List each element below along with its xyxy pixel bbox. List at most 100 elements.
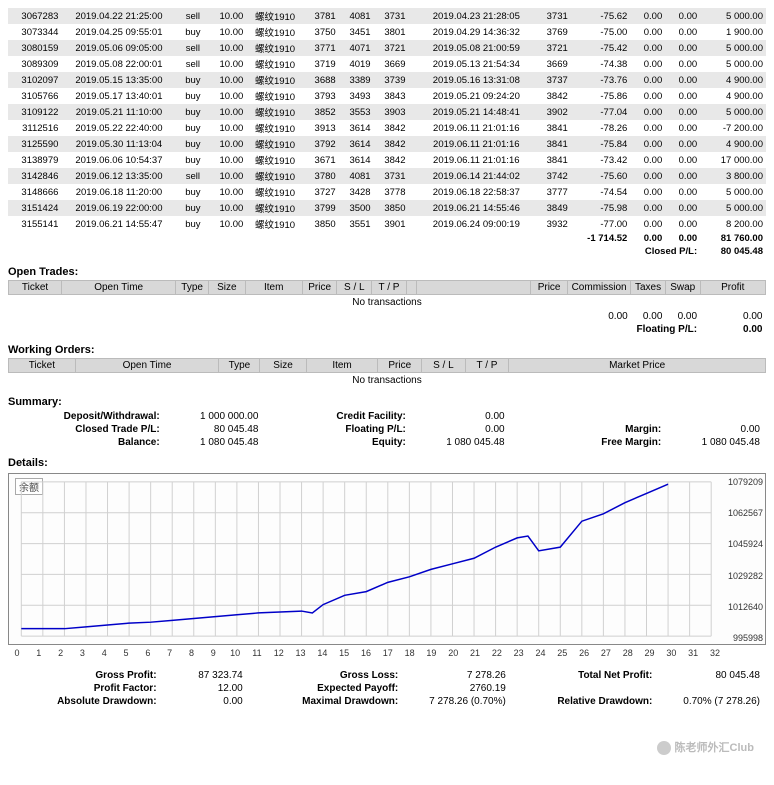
open-trades-title: Open Trades: (8, 266, 766, 278)
working-orders-no-trans: No transactions (9, 373, 766, 389)
column-header (406, 281, 416, 295)
chart-xtick: 29 (645, 648, 655, 658)
column-header (416, 281, 530, 295)
open-trades-no-trans: No transactions (9, 295, 766, 311)
column-header: Item (245, 281, 302, 295)
chart-xtick: 6 (145, 648, 150, 658)
table-row: 31057662019.05.17 13:40:01buy10.00螺纹1910… (8, 88, 766, 104)
chart-xtick: 11 (252, 648, 261, 658)
table-row: 31125162019.05.22 22:40:00buy10.00螺纹1910… (8, 120, 766, 136)
column-header: Taxes (631, 281, 666, 295)
column-header: Swap (665, 281, 700, 295)
watermark: 陈老师外汇Club (657, 739, 754, 755)
column-header: Ticket (9, 281, 62, 295)
column-header: S / L (337, 281, 372, 295)
chart-xtick: 25 (557, 648, 567, 658)
chart-xtick: 15 (339, 648, 349, 658)
column-header: Type (219, 359, 260, 373)
column-header: Open Time (75, 359, 219, 373)
column-header: T / P (465, 359, 509, 373)
stats-row: Absolute Drawdown:0.00Maximal Drawdown:7… (8, 695, 766, 708)
working-orders-table: TicketOpen TimeTypeSizeItemPriceS / LT /… (8, 358, 766, 388)
open-trades-float-row: 0.00 0.00 0.00 0.00 (9, 310, 766, 323)
table-row: 30893092019.05.08 22:00:01sell10.00螺纹191… (8, 56, 766, 72)
floating-pl-row: Floating P/L: 0.00 (9, 323, 766, 336)
chart-ytick: 995998 (733, 633, 763, 643)
chart-xtick: 28 (623, 648, 633, 658)
table-row: 31551412019.06.21 14:55:47buy10.00螺纹1910… (8, 216, 766, 232)
summary-row: Deposit/Withdrawal:1 000 000.00Credit Fa… (8, 410, 766, 423)
table-row: 31428462019.06.12 13:35:00sell10.00螺纹191… (8, 168, 766, 184)
column-header: T / P (372, 281, 407, 295)
working-orders-title: Working Orders: (8, 344, 766, 356)
table-row: 31091222019.05.21 11:10:00buy10.00螺纹1910… (8, 104, 766, 120)
chart-xtick: 4 (102, 648, 107, 658)
column-header: Ticket (9, 359, 76, 373)
column-header: S / L (422, 359, 466, 373)
table-row: 31389792019.06.06 10:54:37buy10.00螺纹1910… (8, 152, 766, 168)
column-header: Profit (700, 281, 765, 295)
column-header: Size (208, 281, 245, 295)
chart-xtick: 9 (211, 648, 216, 658)
chart-ytick: 1045924 (728, 539, 763, 549)
details-title: Details: (8, 457, 766, 469)
chart-xtick: 32 (710, 648, 720, 658)
closed-pl-row: Closed P/L: 80 045.48 (8, 245, 766, 258)
chart-xtick: 18 (405, 648, 415, 658)
column-header: Market Price (509, 359, 766, 373)
chart-ytick: 1012640 (728, 602, 763, 612)
chart-xtick: 3 (80, 648, 85, 658)
table-row: 31020972019.05.15 13:35:00buy10.00螺纹1910… (8, 72, 766, 88)
column-header: Commission (567, 281, 630, 295)
summary-row: Balance:1 080 045.48Equity:1 080 045.48F… (8, 436, 766, 449)
column-header: Size (260, 359, 306, 373)
open-trades-table: TicketOpen TimeTypeSizeItemPriceS / LT /… (8, 280, 766, 336)
chart-ytick: 1079209 (728, 477, 763, 487)
column-header: Price (531, 281, 568, 295)
summary-title: Summary: (8, 396, 766, 408)
chart-xtick: 14 (317, 648, 327, 658)
chart-ytick: 1062567 (728, 508, 763, 518)
chart-xtick: 22 (492, 648, 502, 658)
column-header: Price (378, 359, 422, 373)
chart-xtick: 16 (361, 648, 371, 658)
chart-ytick: 1029282 (728, 571, 763, 581)
table-row: 30801592019.05.06 09:05:00sell10.00螺纹191… (8, 40, 766, 56)
chart-xtick: 17 (383, 648, 393, 658)
column-header: Open Time (62, 281, 176, 295)
closed-trades-table: 30672832019.04.22 21:25:00sell10.00螺纹191… (8, 8, 766, 258)
chart-xtick: 8 (189, 648, 194, 658)
summary-row: Closed Trade P/L:80 045.48Floating P/L:0… (8, 423, 766, 436)
chart-xtick: 0 (14, 648, 19, 658)
balance-chart: 余额 9959981012640102928210459241062567107… (8, 473, 766, 645)
commission-totals-row: -1 714.52 0.00 0.00 81 760.00 (8, 232, 766, 245)
chart-xtick: 27 (601, 648, 611, 658)
chart-xtick: 26 (579, 648, 589, 658)
chart-xtick: 30 (666, 648, 676, 658)
chart-xtick: 23 (514, 648, 524, 658)
chart-xtick: 19 (426, 648, 436, 658)
chart-xtick: 2 (58, 648, 63, 658)
chart-xtick: 12 (274, 648, 284, 658)
table-row: 30733442019.04.25 09:55:01buy10.00螺纹1910… (8, 24, 766, 40)
table-row: 31486662019.06.18 11:20:00buy10.00螺纹1910… (8, 184, 766, 200)
chart-xtick: 1 (36, 648, 41, 658)
table-row: 31255902019.05.30 11:13:04buy10.00螺纹1910… (8, 136, 766, 152)
chart-xtick: 24 (535, 648, 545, 658)
chart-xtick: 5 (124, 648, 129, 658)
chart-xtick: 20 (448, 648, 458, 658)
chart-xtick: 31 (688, 648, 698, 658)
watermark-icon (657, 741, 671, 755)
details-stats: Gross Profit:87 323.74Gross Loss:7 278.2… (8, 669, 766, 708)
chart-xtick: 21 (470, 648, 480, 658)
stats-row: Gross Profit:87 323.74Gross Loss:7 278.2… (8, 669, 766, 682)
chart-xtick: 10 (230, 648, 240, 658)
stats-row: Profit Factor:12.00Expected Payoff:2760.… (8, 682, 766, 695)
table-row: 30672832019.04.22 21:25:00sell10.00螺纹191… (8, 8, 766, 24)
table-row: 31514242019.06.19 22:00:00buy10.00螺纹1910… (8, 200, 766, 216)
chart-xtick: 13 (296, 648, 306, 658)
column-header: Item (306, 359, 378, 373)
column-header: Type (176, 281, 209, 295)
column-header: Price (302, 281, 337, 295)
chart-xtick: 7 (167, 648, 172, 658)
